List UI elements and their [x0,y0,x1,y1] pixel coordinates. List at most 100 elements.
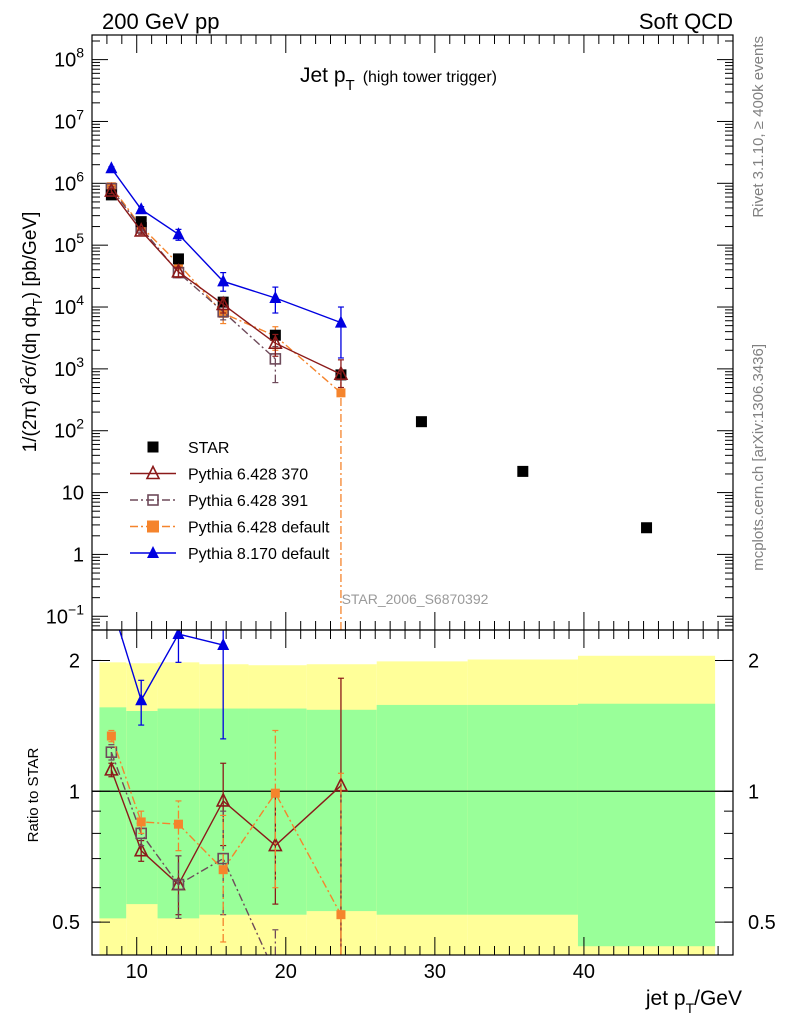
legend-entry-py370: Pythia 6.428 370 [130,464,308,484]
main-point-py8def [172,227,185,240]
legend-entry-py6def: Pythia 6.428 default [130,520,330,537]
main-y-tick-label-exp: 5 [76,230,84,246]
legend-entry-py8def: Pythia 8.170 default [130,546,330,563]
main-plot-title: Jet pT (high tower trigger) [300,64,497,94]
main-y-tick-label: 10−1 [46,601,84,628]
legend-label-py8def: Pythia 8.170 default [188,546,330,563]
main-point-star [641,522,653,534]
legend: STAR Pythia 6.428 370 Pythia 6.428 391 Pyth… [130,440,330,563]
inner-band-5 [306,709,377,912]
main-point-py370 [133,222,149,237]
x-axis-label-unit: /GeV [694,987,742,1010]
svg-text:Jet pT(high tower trigger): Jet pT (high tower trigger) [300,64,497,94]
main-point-star [135,216,147,228]
main-y-tick-label-base: 10 [46,606,68,628]
ratio-y-axis-label: Ratio to STAR [25,747,42,842]
legend-label-star: STAR [188,440,229,457]
x-axis-label: jet pT/GeV [645,987,742,1016]
ratio-data-marks [104,597,349,955]
ratio-axes: 10 20 30 40 0.5 0.5 1 1 2 2 [52,630,776,983]
analysis-id-label: STAR_2006_S6870392 [342,591,489,607]
rivet-version-label: Rivet 3.1.10, ≥ 400k events [750,36,767,218]
legend-label-py370: Pythia 6.428 370 [188,467,308,484]
main-y-tick-label: 10 [62,483,84,505]
ratio-point-py6def [270,788,280,798]
ratio-point-py8def [135,693,148,706]
main-point-py8def [217,274,230,287]
legend-marker-py391 [147,494,159,506]
main-y-tick-label-exp: −1 [68,601,84,617]
main-y-tick-label-exp: 6 [76,168,84,184]
ratio-point-py391 [172,878,185,891]
main-point-py6def [336,388,346,398]
ratio-point-py370 [215,792,231,807]
x-tick-label: 20 [275,961,297,983]
ratio-uncertainty-bands [99,655,716,955]
x-tick-label: 30 [424,961,446,983]
ratio-point-py6def [106,731,116,741]
legend-entry-star: STAR [147,440,229,457]
main-y-tick-label-exp: 8 [76,45,84,61]
ratio-point-py8def [217,638,230,651]
ratio-y-tick-label-right: 0.5 [748,912,776,934]
ratio-point-py6def [173,819,183,829]
x-axis-label-subscript: T [686,1000,695,1016]
ratio-y-tick-label: 0.5 [52,912,80,934]
main-y-tick-label-base: 10 [54,50,76,72]
main-point-py370 [268,334,283,350]
legend-marker-star [147,441,159,453]
ratio-y-tick-label-right: 2 [748,650,759,672]
ratio-point-py391 [217,852,229,865]
main-y-tick-label-exp: 7 [76,106,84,122]
main-y-tick-label: 104 [54,292,84,319]
legend-label-py6def: Pythia 6.428 default [188,520,330,537]
main-y-tick-label: 103 [54,354,84,381]
ratio-point-py6def [336,910,346,920]
main-y-tick-label: 102 [54,416,84,443]
main-point-py8def [135,202,148,215]
svg-text:1/(2π) d2σ/(dη dpT) [pb/GeV]: 1/(2π) d2σ/(dη dpT) [pb/GeV] [17,212,45,453]
ratio-plot-frame [91,629,734,956]
legend-marker-py6def [147,520,159,533]
ratio-point-py8def [105,597,117,609]
main-point-py370 [215,295,231,311]
ratio-point-py6def [218,865,228,875]
inner-band-8 [577,703,716,947]
ratio-line-py6def [110,735,342,916]
main-y-tick-label: 108 [54,45,84,72]
main-y-tick-label-base: 10 [54,235,76,257]
main-title-text: Jet p [300,64,346,87]
main-line-py8def [110,167,342,324]
legend-entry-py391: Pythia 6.428 391 [130,493,308,510]
main-y-tick-label-exp: 2 [76,416,84,432]
main-plot-frame [91,34,734,631]
main-point-star [172,253,184,265]
main-point-py8def [105,161,118,174]
ratio-point-py370 [104,761,119,776]
legend-label-py391: Pythia 6.428 391 [188,493,308,510]
main-y-tick-label: 106 [54,168,84,195]
main-point-py370 [171,263,186,278]
main-y-tick-label: 105 [54,230,84,257]
main-point-star [517,465,529,477]
main-y-tick-label: 107 [54,106,84,133]
main-y-axis-label: 1/(2π) d2σ/(dη dpT) [pb/GeV] [17,212,45,453]
main-title-note: (high tower trigger) [363,69,497,86]
x-tick-label: 40 [573,961,595,983]
inner-band-0 [99,707,127,919]
ratio-y-tick-label-right: 1 [748,781,759,803]
main-point-star [415,416,427,428]
main-data-marks [104,161,653,630]
main-point-star [105,189,117,201]
main-point-py8def [334,315,347,328]
main-point-py8def [269,290,282,303]
mcplots-reference-label: mcplots.cern.ch [arXiv:1306.3436] [750,344,767,571]
main-y-tick-label-base: 10 [54,173,76,195]
inner-band-4 [248,708,307,915]
inner-band-7 [467,704,578,915]
inner-band-6 [376,704,468,915]
main-y-tick-label-base: 10 [54,359,76,381]
main-y-tick-label-exp: 3 [76,354,84,370]
